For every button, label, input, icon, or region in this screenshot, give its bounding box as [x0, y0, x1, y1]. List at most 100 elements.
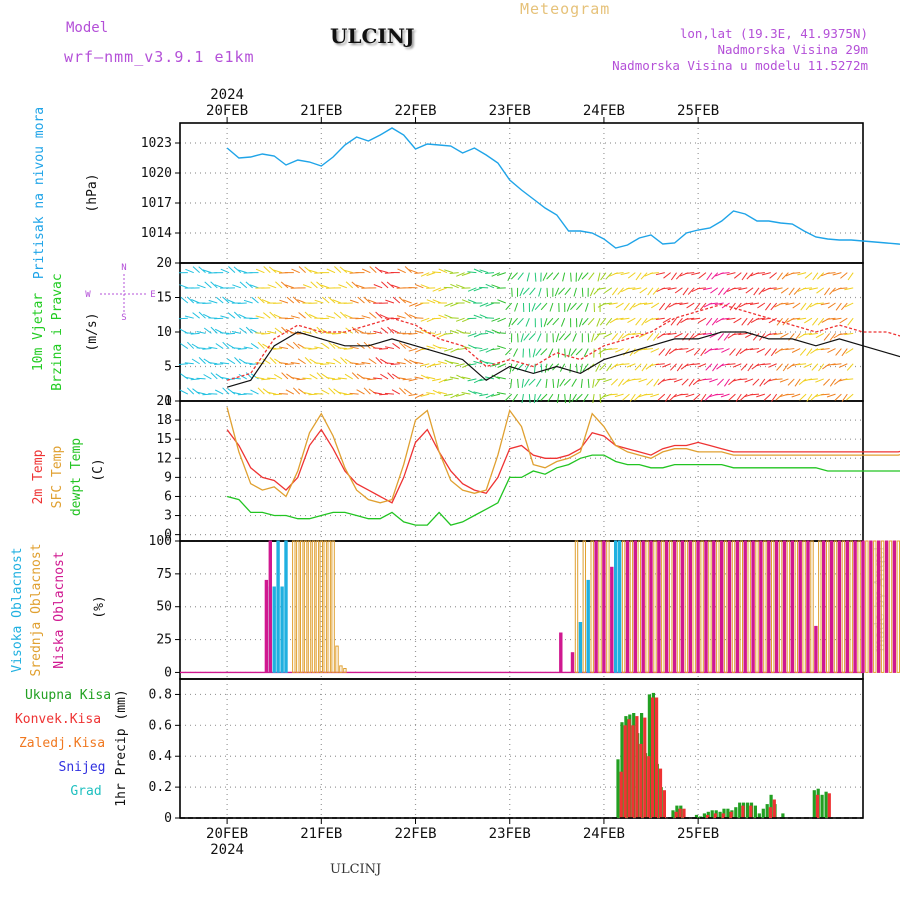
wind-barb	[361, 361, 371, 365]
wind-barb	[392, 342, 401, 349]
wind-barb	[827, 348, 836, 354]
cloud-low-bar	[814, 625, 818, 673]
wind-barb	[444, 302, 453, 307]
wind-barb	[650, 393, 660, 398]
wind-barb	[432, 363, 442, 366]
wind-barb	[387, 326, 395, 334]
wind-barb	[186, 296, 195, 304]
wind-barb	[832, 363, 842, 366]
wind-barb	[373, 330, 383, 334]
wind-barb	[608, 393, 618, 396]
cloud-high-bar	[617, 540, 622, 673]
wind-barb	[284, 363, 294, 365]
cloud-mid-bar	[865, 540, 869, 673]
wind-barb	[702, 332, 712, 335]
y-tick-label: 0	[164, 665, 172, 680]
wind-barb	[785, 393, 795, 396]
wind-barb	[639, 287, 648, 294]
wind-barb	[738, 287, 748, 291]
wind-barb	[798, 378, 807, 385]
wind-barb	[310, 281, 318, 289]
wind-barb	[835, 348, 842, 356]
wind-barb	[521, 378, 524, 388]
cloud-mid-bar	[747, 540, 751, 673]
cloud-low-bar	[649, 540, 653, 673]
wind-barb	[196, 284, 206, 289]
wind-barb	[746, 272, 754, 280]
wind-barb	[797, 272, 807, 276]
wind-barb	[536, 393, 542, 403]
wind-barb	[392, 296, 401, 304]
wind-barb	[438, 314, 448, 319]
wind-barb	[768, 363, 777, 368]
wind-barb	[414, 317, 424, 319]
wind-barb	[599, 393, 607, 401]
wind-barb	[566, 302, 572, 312]
wind-barb	[711, 272, 719, 280]
wind-barb	[655, 363, 665, 366]
wind-barb	[773, 378, 783, 381]
wind-barb	[180, 343, 189, 349]
wind-barb	[304, 266, 312, 274]
wind-barb	[426, 392, 436, 395]
precip-conv-bar	[655, 697, 659, 818]
wind-barb	[343, 269, 353, 274]
wind-barb	[505, 348, 513, 356]
wind-barb	[450, 283, 459, 289]
wind-barb	[461, 345, 471, 350]
cloud-high-bar	[614, 540, 618, 673]
cloud-low-bar	[641, 540, 645, 673]
cloud-low-bar	[602, 540, 606, 673]
cloud-high-bar	[272, 586, 276, 673]
wind-barb	[564, 287, 571, 296]
y-tick-label: 25	[156, 633, 172, 648]
wind-barb	[355, 363, 365, 365]
y-tick-label: 6	[164, 489, 172, 504]
wind-barb	[750, 302, 760, 306]
cloud-mid-bar	[653, 540, 657, 673]
wind-barb	[620, 363, 630, 366]
wind-barb	[692, 378, 701, 386]
wind-barb	[396, 361, 406, 365]
wind-barb	[275, 281, 283, 289]
wind-barb	[673, 302, 683, 305]
wind-barb	[581, 272, 589, 280]
wind-barb	[414, 361, 424, 365]
wind-barb	[626, 332, 636, 336]
wind-barb	[490, 348, 500, 351]
wind-barb	[184, 315, 194, 319]
cloud-low-bar	[657, 540, 661, 673]
wind-barb	[267, 391, 277, 395]
wind-barb	[239, 327, 248, 334]
wind-barb	[349, 362, 359, 365]
cloud-mid-bar	[841, 540, 846, 673]
y-tick-label: 1014	[141, 226, 172, 241]
wind-barb	[808, 287, 818, 291]
wind-barb	[479, 332, 489, 335]
wind-barb	[686, 302, 695, 309]
wind-barb	[479, 393, 489, 397]
wind-barb	[443, 393, 453, 397]
pressure-unit-label: (hPa)	[85, 173, 100, 212]
wind-barb	[184, 362, 194, 365]
wind-barb	[368, 358, 377, 365]
wind-barb	[740, 393, 748, 401]
wind-barb	[747, 317, 754, 326]
wind-barb	[693, 393, 701, 401]
wind-barb	[629, 393, 636, 402]
wind-barb	[204, 281, 212, 289]
wind-barb	[279, 299, 289, 304]
wind-barb	[792, 302, 801, 309]
wind-barb	[804, 317, 813, 324]
cloud-mid-bar	[880, 540, 885, 673]
wind-barb	[373, 391, 383, 395]
wind-barb	[832, 317, 842, 321]
wind-barb	[535, 348, 542, 357]
dir-west-label: W	[85, 290, 91, 300]
wind-barb	[571, 393, 577, 403]
wind-barb	[314, 393, 324, 395]
cloud-high-axis-title: Visoka Oblacnost	[10, 547, 25, 672]
wind-barb	[576, 302, 583, 311]
wind-barb	[328, 341, 336, 349]
precip-total-bar	[710, 810, 714, 818]
